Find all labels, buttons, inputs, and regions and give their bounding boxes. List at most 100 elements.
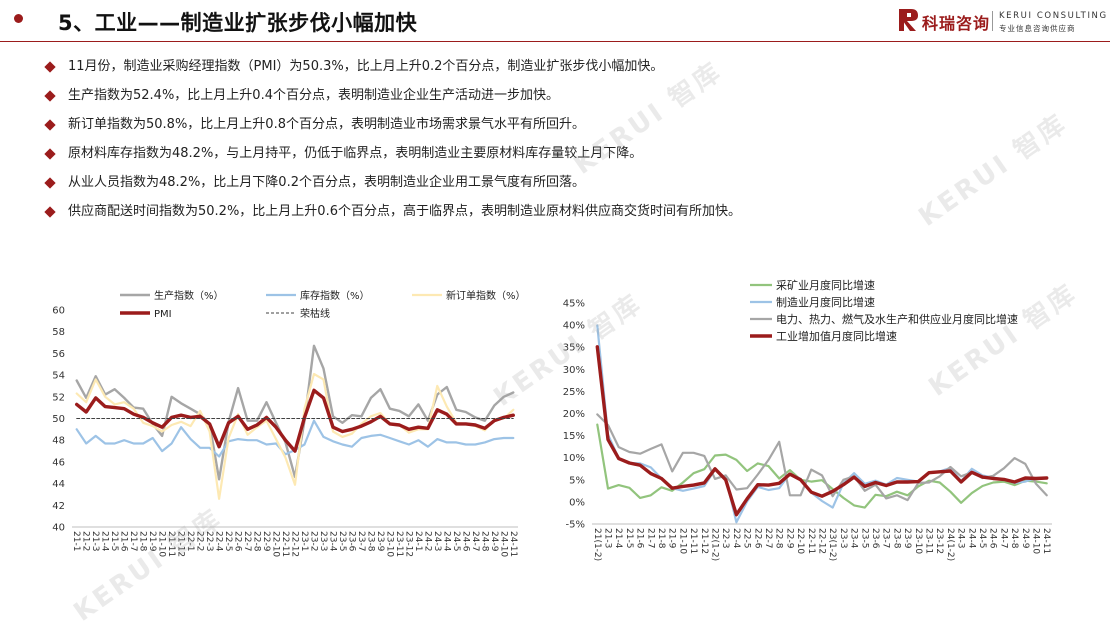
legend-label: 制造业月度同比增速 xyxy=(776,295,875,309)
x-tick-label: 22-3 xyxy=(720,528,730,548)
diamond-bullet-icon xyxy=(44,177,56,189)
x-tick-label: 21(1-2) xyxy=(592,528,602,561)
series-line-series-3 xyxy=(595,345,1049,517)
x-tick-label: 21-5 xyxy=(109,531,119,551)
x-tick-label: 22-8 xyxy=(252,531,262,552)
series-line-pmi xyxy=(75,388,515,453)
x-tick-label: 24-1 xyxy=(413,531,423,551)
x-tick-label: 24-2 xyxy=(422,531,432,551)
x-tick-label: 24-4 xyxy=(966,528,976,549)
x-tick-label: 22-1 xyxy=(185,531,195,551)
x-tick-label: 23-11 xyxy=(394,531,404,557)
x-tick-label: 21-4 xyxy=(613,528,623,549)
x-tick-label: 22-12 xyxy=(817,528,827,554)
legend-label: 荣枯线 xyxy=(300,307,330,320)
x-tick-label: 23-9 xyxy=(375,531,385,552)
x-tick-label: 23-12 xyxy=(934,528,944,554)
x-tick-label: 24-9 xyxy=(1020,528,1030,549)
series-line-series-0 xyxy=(596,423,1048,509)
y-tick-label: 54 xyxy=(52,371,65,382)
legend-label: 电力、热力、燃气及水生产和供应业月度同比增速 xyxy=(776,312,1018,326)
bullet-item: 新订单指数为50.8%，比上月上升0.8个百分点，表明制造业市场需求景气水平有所… xyxy=(44,115,1084,144)
x-tick-label: 23-3 xyxy=(318,531,328,551)
x-tick-label: 24-11 xyxy=(1041,528,1051,554)
x-tick-label: 24-11 xyxy=(508,531,518,557)
y-tick-label: 45% xyxy=(563,299,585,310)
x-tick-label: 21-3 xyxy=(90,531,100,551)
y-tick-label: 5% xyxy=(569,475,585,486)
legend-label: 库存指数（%） xyxy=(300,289,370,302)
legend-label: 新订单指数（%） xyxy=(446,289,526,302)
x-tick-label: 23(1-2) xyxy=(827,528,837,561)
bullet-item: 原材料库存指数为48.2%，与上月持平，仍低于临界点，表明制造业主要原材料库存量… xyxy=(44,144,1084,173)
x-tick-label: 22-4 xyxy=(214,531,224,552)
logo-english-name: KERUI CONSULTING xyxy=(999,11,1108,21)
bullet-text: 11月份，制造业采购经理指数（PMI）为50.3%，比上月上升0.2个百分点，制… xyxy=(68,59,664,74)
x-tick-label: 22-8 xyxy=(774,528,784,549)
x-tick-label: 23-9 xyxy=(902,528,912,549)
x-tick-label: 21-2 xyxy=(81,531,91,551)
x-tick-label: 24-7 xyxy=(470,531,480,551)
y-tick-label: 42 xyxy=(52,501,65,512)
summary-bullet-list: 11月份，制造业采购经理指数（PMI）为50.3%，比上月上升0.2个百分点，制… xyxy=(44,57,1084,231)
x-tick-label: 24-8 xyxy=(1009,528,1019,549)
x-tick-label: 23-12 xyxy=(403,531,413,557)
header: 5、工业——制造业扩张步伐小幅加快 科瑞咨询 KERUI CONSULTING … xyxy=(0,0,1110,42)
y-tick-label: 48 xyxy=(52,436,65,447)
y-tick-label: 10% xyxy=(563,453,585,464)
x-tick-label: 23-11 xyxy=(923,528,933,554)
x-tick-label: 21-12 xyxy=(699,528,709,554)
x-tick-label: 22-11 xyxy=(806,528,816,554)
y-tick-label: 20% xyxy=(563,409,585,420)
x-tick-label: 23-6 xyxy=(346,531,356,552)
x-tick-label: 22-4 xyxy=(731,528,741,549)
x-tick-label: 24-10 xyxy=(1030,528,1040,554)
series-line-series-0 xyxy=(75,344,515,481)
x-tick-label: 21-12 xyxy=(176,531,186,557)
y-tick-label: 60 xyxy=(52,306,65,317)
x-tick-label: 24-9 xyxy=(489,531,499,552)
y-tick-label: 0% xyxy=(569,497,585,508)
header-divider xyxy=(0,41,1110,42)
x-tick-label: 22-3 xyxy=(204,531,214,551)
x-tick-label: 21-6 xyxy=(635,528,645,549)
y-tick-label: 30% xyxy=(563,365,585,376)
x-tick-label: 21-4 xyxy=(100,531,110,552)
x-tick-label: 21-7 xyxy=(645,528,655,548)
legend-label: PMI xyxy=(154,309,172,320)
series-line-series-1 xyxy=(596,324,1048,524)
diamond-bullet-icon xyxy=(44,61,56,73)
diamond-bullet-icon xyxy=(44,119,56,131)
x-tick-label: 21-8 xyxy=(138,531,148,552)
x-tick-label: 21-8 xyxy=(656,528,666,549)
bullet-text: 生产指数为52.4%，比上月上升0.4个百分点，表明制造业企业生产活动进一步加快… xyxy=(68,88,559,103)
diamond-bullet-icon xyxy=(44,148,56,160)
bullet-text: 供应商配送时间指数为50.2%，比上月上升0.6个百分点，高于临界点，表明制造业… xyxy=(68,204,741,219)
logo-tagline: 专业信息咨询供应商 xyxy=(999,24,1076,33)
x-tick-label: 23-4 xyxy=(327,531,337,552)
y-tick-label: 35% xyxy=(563,343,585,354)
x-tick-label: 24-4 xyxy=(441,531,451,552)
legend-label: 采矿业月度同比增速 xyxy=(776,278,875,292)
x-tick-label: 24-5 xyxy=(451,531,461,551)
x-tick-label: 22-7 xyxy=(763,528,773,548)
x-tick-label: 24-7 xyxy=(998,528,1008,548)
x-tick-label: 23-8 xyxy=(365,531,375,552)
x-tick-label: 24-5 xyxy=(977,528,987,548)
diamond-bullet-icon xyxy=(44,90,56,102)
x-tick-label: 21-7 xyxy=(128,531,138,551)
bullet-text: 原材料库存指数为48.2%，与上月持平，仍低于临界点，表明制造业主要原材料库存量… xyxy=(68,146,643,161)
x-tick-label: 24-3 xyxy=(432,531,442,551)
x-tick-label: 22-2 xyxy=(195,531,205,551)
x-tick-label: 24-3 xyxy=(956,528,966,548)
x-tick-label: 24-6 xyxy=(988,528,998,549)
x-tick-label: 23-7 xyxy=(356,531,366,551)
x-tick-label: 23-7 xyxy=(881,528,891,548)
x-tick-label: 21-9 xyxy=(147,531,157,552)
x-tick-label: 22-6 xyxy=(233,531,243,552)
series-line-series-2 xyxy=(75,372,515,500)
legend-label: 工业增加值月度同比增速 xyxy=(776,329,897,343)
x-tick-label: 23-5 xyxy=(337,531,347,551)
x-tick-label: 22-11 xyxy=(280,531,290,557)
